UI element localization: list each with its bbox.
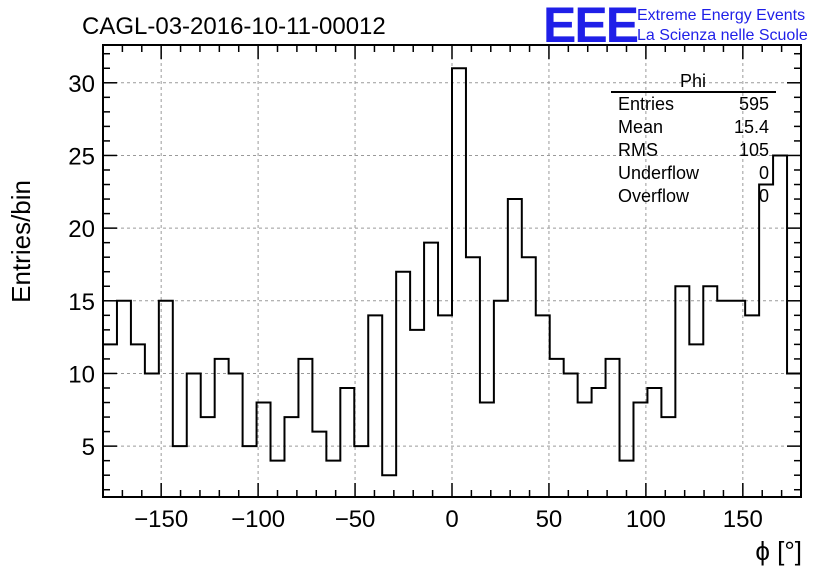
x-tick-label: 0 [445, 506, 458, 533]
stats-label-entries: Entries [618, 94, 674, 114]
y-tick-label: 20 [68, 216, 95, 243]
x-tick-label: −100 [231, 506, 285, 533]
stats-label-mean: Mean [618, 117, 663, 137]
y-tick-label: 30 [68, 71, 95, 98]
eee-logo-line1: Extreme Energy Events [637, 7, 805, 24]
x-tick-label: −150 [134, 506, 188, 533]
y-tick-label: 15 [68, 289, 95, 316]
y-tick-label: 5 [82, 434, 95, 461]
x-tick-labels: −150 −100 −50 0 50 100 150 [134, 506, 763, 533]
x-tick-label: 50 [536, 506, 563, 533]
y-tick-labels: 5 10 15 20 25 30 [68, 71, 95, 461]
stats-value-overflow: 0 [759, 186, 769, 206]
stats-value-rms: 105 [739, 140, 769, 160]
chart-title: CAGL-03-2016-10-11-00012 [82, 13, 386, 40]
stats-box-name: Phi [680, 71, 706, 91]
stats-box: Phi Entries 595 Mean 15.4 RMS 105 Underf… [611, 71, 776, 206]
eee-logo-line2: La Scienza nelle Scuole [637, 27, 808, 44]
stats-value-mean: 15.4 [734, 117, 769, 137]
stats-label-rms: RMS [618, 140, 658, 160]
x-axis-label: ϕ [°] [755, 536, 802, 566]
stats-label-underflow: Underflow [618, 163, 700, 183]
y-axis-label: Entries/bin [6, 180, 36, 303]
y-tick-label: 10 [68, 361, 95, 388]
stats-value-underflow: 0 [759, 163, 769, 183]
stats-value-entries: 595 [739, 94, 769, 114]
axis-ticks [103, 45, 801, 497]
y-tick-label: 25 [68, 143, 95, 170]
eee-logo: EEE Extreme Energy Events La Scienza nel… [543, 0, 808, 53]
x-tick-label: −50 [335, 506, 376, 533]
x-tick-label: 100 [626, 506, 666, 533]
histogram-line [103, 67, 801, 477]
x-tick-label: 150 [723, 506, 763, 533]
stats-label-overflow: Overflow [618, 186, 690, 206]
